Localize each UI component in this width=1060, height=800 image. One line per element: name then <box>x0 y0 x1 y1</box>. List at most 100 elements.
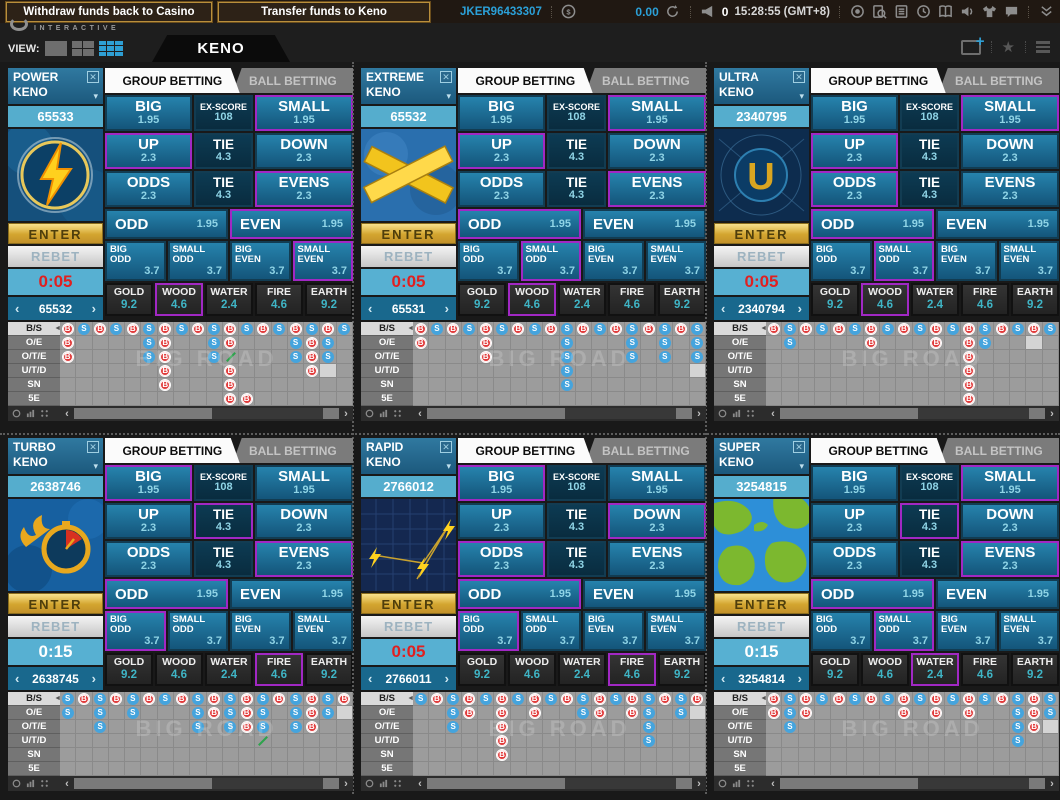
view-nine-icon[interactable] <box>98 41 123 56</box>
chevron-down-icon[interactable]: ▾ <box>93 91 98 101</box>
chevron-down-icon[interactable]: ▾ <box>799 461 804 471</box>
report-search-icon[interactable] <box>871 4 887 20</box>
bet-cell-smalleven[interactable]: SMALL EVEN 3.7 <box>645 241 706 281</box>
bet-cell-big[interactable]: BIG 1.95 <box>811 95 898 131</box>
bet-cell-smallodd[interactable]: SMALL ODD 3.7 <box>873 241 934 281</box>
bet-cell-small[interactable]: SMALL 1.95 <box>255 95 353 131</box>
tab-ball-betting[interactable]: BALL BETTING <box>938 68 1059 93</box>
bet-cell-bigeven[interactable]: BIG EVEN 3.7 <box>583 611 644 651</box>
close-icon[interactable]: ✕ <box>793 71 805 83</box>
road-scroll-right-icon[interactable]: › <box>1050 407 1054 420</box>
bet-cell-up[interactable]: UP 2.3 <box>458 503 545 539</box>
bet-cell-water[interactable]: WATER 2.4 <box>911 283 959 316</box>
bet-cell-wood[interactable]: WOOD 4.6 <box>508 653 556 686</box>
road-scrollbar[interactable] <box>74 778 339 789</box>
bet-cell-tie1[interactable]: TIE 4.3 <box>900 503 959 539</box>
bet-cell-gold[interactable]: GOLD 9.2 <box>458 653 506 686</box>
bet-cell-even[interactable]: EVEN 1.95 <box>936 209 1059 239</box>
bet-cell-odd[interactable]: ODD 1.95 <box>811 579 934 609</box>
refresh-icon[interactable] <box>665 4 681 20</box>
bet-cell-tie2[interactable]: TIE 4.3 <box>900 171 959 207</box>
road-stats-icon[interactable] <box>379 779 388 788</box>
tab-group-betting[interactable]: GROUP BETTING <box>105 438 240 463</box>
withdraw-funds-button[interactable]: Withdraw funds back to Casino <box>5 0 213 23</box>
theme-shirt-icon[interactable] <box>981 4 997 20</box>
bet-cell-smalleven[interactable]: SMALL EVEN 3.7 <box>645 611 706 651</box>
bet-cell-evens[interactable]: EVENS 2.3 <box>961 541 1059 577</box>
bet-cell-small[interactable]: SMALL 1.95 <box>961 95 1059 131</box>
road-scrollbar-thumb[interactable] <box>917 778 1030 789</box>
rebet-button[interactable]: REBET <box>714 616 809 637</box>
bet-cell-exscore[interactable]: EX-SCORE 108 <box>547 95 606 131</box>
tab-group-betting[interactable]: GROUP BETTING <box>105 68 240 93</box>
bet-cell-even[interactable]: EVEN 1.95 <box>583 579 706 609</box>
bet-cell-small[interactable]: SMALL 1.95 <box>608 95 706 131</box>
bet-cell-wood[interactable]: WOOD 4.6 <box>508 283 556 316</box>
bet-cell-bigeven[interactable]: BIG EVEN 3.7 <box>936 611 997 651</box>
bet-cell-tie1[interactable]: TIE 4.3 <box>547 133 606 169</box>
bet-cell-even[interactable]: EVEN 1.95 <box>230 209 353 239</box>
rules-doc-icon[interactable] <box>893 4 909 20</box>
bet-cell-earth[interactable]: EARTH 9.2 <box>1011 283 1059 316</box>
next-round-icon[interactable]: › <box>91 671 96 686</box>
bet-cell-water[interactable]: WATER 2.4 <box>911 653 959 686</box>
rebet-button[interactable]: REBET <box>361 616 456 637</box>
bet-cell-tie2[interactable]: TIE 4.3 <box>547 541 606 577</box>
close-icon[interactable]: ✕ <box>87 441 99 453</box>
bet-cell-wood[interactable]: WOOD 4.6 <box>155 653 203 686</box>
menu-list-icon[interactable] <box>1036 41 1050 53</box>
bet-cell-earth[interactable]: EARTH 9.2 <box>658 283 706 316</box>
chevron-down-icon[interactable]: ▾ <box>799 91 804 101</box>
bet-cell-small[interactable]: SMALL 1.95 <box>608 465 706 501</box>
bet-cell-wood[interactable]: WOOD 4.6 <box>861 283 909 316</box>
road-refresh-icon[interactable] <box>12 779 21 788</box>
road-stats-icon[interactable] <box>26 409 35 418</box>
bet-cell-odd[interactable]: ODD 1.95 <box>458 579 581 609</box>
bet-cell-bigodd[interactable]: BIG ODD 3.7 <box>811 241 872 281</box>
collapse-chevrons-icon[interactable] <box>1038 4 1054 20</box>
bet-cell-tie2[interactable]: TIE 4.3 <box>194 541 253 577</box>
bet-cell-small[interactable]: SMALL 1.95 <box>961 465 1059 501</box>
tab-group-betting[interactable]: GROUP BETTING <box>458 438 593 463</box>
tab-ball-betting[interactable]: BALL BETTING <box>938 438 1059 463</box>
road-scrollbar-thumb[interactable] <box>564 408 677 419</box>
road-scroll-right-icon[interactable]: › <box>697 777 701 790</box>
road-scrollbar-thumb[interactable] <box>917 408 1030 419</box>
sound-icon[interactable] <box>959 4 975 20</box>
bet-cell-up[interactable]: UP 2.3 <box>458 133 545 169</box>
bet-cell-bigodd[interactable]: BIG ODD 3.7 <box>105 611 166 651</box>
road-grid-icon[interactable] <box>40 409 49 418</box>
road-scrollbar-thumb[interactable] <box>211 778 324 789</box>
road-scroll-left-icon[interactable]: ‹ <box>418 777 422 790</box>
bet-cell-small[interactable]: SMALL 1.95 <box>255 465 353 501</box>
bet-cell-odd[interactable]: ODD 1.95 <box>458 209 581 239</box>
close-icon[interactable]: ✕ <box>440 441 452 453</box>
view-quad-icon[interactable] <box>71 41 94 56</box>
bet-cell-bigeven[interactable]: BIG EVEN 3.7 <box>583 241 644 281</box>
bet-cell-evens[interactable]: EVENS 2.3 <box>255 171 353 207</box>
bet-cell-water[interactable]: WATER 2.4 <box>205 653 253 686</box>
bet-cell-even[interactable]: EVEN 1.95 <box>583 209 706 239</box>
bet-cell-bigeven[interactable]: BIG EVEN 3.7 <box>230 241 291 281</box>
prev-round-icon[interactable]: ‹ <box>15 301 20 316</box>
road-scroll-left-icon[interactable]: ‹ <box>65 407 69 420</box>
enter-button[interactable]: ENTER <box>8 593 103 614</box>
bet-cell-gold[interactable]: GOLD 9.2 <box>458 283 506 316</box>
chevron-down-icon[interactable]: ▾ <box>93 461 98 471</box>
bet-cell-exscore[interactable]: EX-SCORE 108 <box>900 465 959 501</box>
bet-cell-up[interactable]: UP 2.3 <box>105 503 192 539</box>
bet-cell-even[interactable]: EVEN 1.95 <box>230 579 353 609</box>
tab-group-betting[interactable]: GROUP BETTING <box>458 68 593 93</box>
favorites-star-icon[interactable]: ★ <box>1001 39 1015 56</box>
bet-cell-big[interactable]: BIG 1.95 <box>811 465 898 501</box>
prev-round-icon[interactable]: ‹ <box>368 301 373 316</box>
rebet-button[interactable]: REBET <box>8 616 103 637</box>
history-clock-icon[interactable] <box>915 4 931 20</box>
bet-cell-exscore[interactable]: EX-SCORE 108 <box>547 465 606 501</box>
bet-cell-gold[interactable]: GOLD 9.2 <box>811 653 859 686</box>
bet-cell-tie2[interactable]: TIE 4.3 <box>900 541 959 577</box>
bet-cell-smalleven[interactable]: SMALL EVEN 3.7 <box>998 611 1059 651</box>
bet-cell-even[interactable]: EVEN 1.95 <box>936 579 1059 609</box>
road-scroll-right-icon[interactable]: › <box>344 407 348 420</box>
bet-cell-bigeven[interactable]: BIG EVEN 3.7 <box>230 611 291 651</box>
